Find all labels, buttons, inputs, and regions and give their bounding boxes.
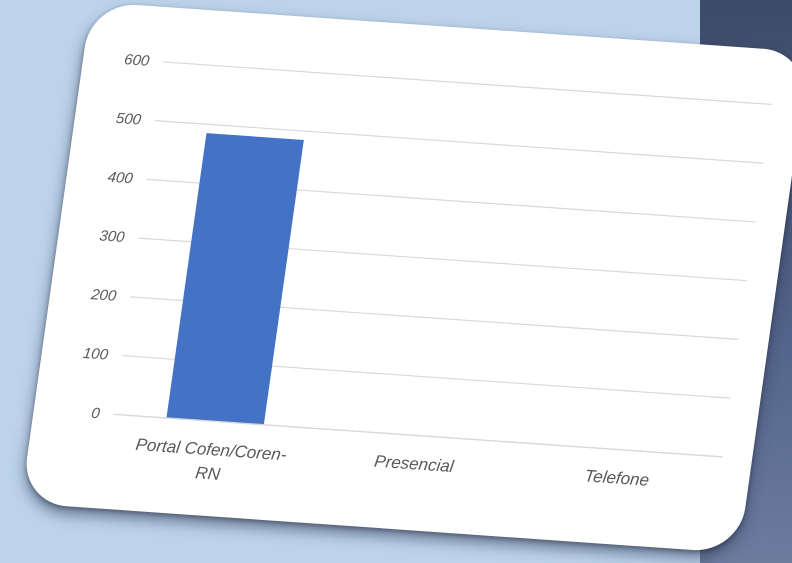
bar bbox=[166, 133, 304, 425]
y-axis-ticks: 0 100 200 300 400 500 600 bbox=[82, 51, 151, 422]
x-axis-categories: Portal Cofen/Coren-RN Presencial Telefone bbox=[131, 435, 650, 490]
x-axis-line bbox=[113, 413, 723, 458]
y-tick-label: 0 bbox=[90, 405, 101, 422]
x-category-label: Telefone bbox=[583, 466, 650, 489]
y-tick-label: 400 bbox=[107, 169, 135, 188]
bars bbox=[166, 133, 304, 425]
y-tick-label: 200 bbox=[89, 286, 118, 305]
y-tick-label: 500 bbox=[115, 110, 143, 129]
y-tick-label: 600 bbox=[123, 51, 151, 70]
y-tick-label: 300 bbox=[98, 227, 126, 246]
gridline bbox=[163, 61, 772, 106]
x-category-label-line: RN bbox=[194, 463, 222, 484]
x-category-label: Presencial bbox=[373, 452, 456, 476]
chart-card: 0 100 200 300 400 500 600 Portal Cofen/Coren-R… bbox=[20, 1, 792, 554]
x-category-label: Portal Cofen/Coren-RN bbox=[131, 435, 288, 488]
x-category-label-line: Portal Cofen/Coren- bbox=[134, 435, 288, 464]
gridline bbox=[154, 120, 764, 164]
x-category-label-line: Telefone bbox=[583, 466, 650, 489]
x-axis bbox=[113, 413, 723, 458]
bar-chart: 0 100 200 300 400 500 600 Portal Cofen/Coren-R… bbox=[82, 51, 772, 490]
x-category-label-line: Presencial bbox=[373, 452, 456, 476]
y-tick-label: 100 bbox=[82, 345, 110, 364]
